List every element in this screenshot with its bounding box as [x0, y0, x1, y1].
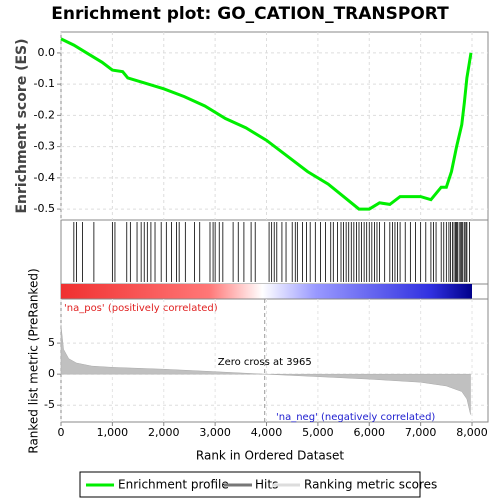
x-axis-label: Rank in Ordered Dataset — [196, 449, 344, 463]
x-tick-label: 5,000 — [302, 426, 334, 439]
x-tick-label: 2,000 — [148, 426, 180, 439]
x-tick-label: 1,000 — [97, 426, 129, 439]
x-tick-label: 7,000 — [405, 426, 437, 439]
y-tick-label: -0.4 — [34, 171, 55, 184]
y-tick-label: -0.2 — [34, 108, 55, 121]
x-tick-label: 4,000 — [251, 426, 283, 439]
y-tick-label: -5 — [44, 398, 55, 411]
color-bar — [61, 284, 472, 299]
y-tick-label: 0 — [48, 367, 55, 380]
legend-label: Hits — [255, 478, 278, 492]
y-tick-label: -0.1 — [34, 77, 55, 90]
y-tick-label: -0.3 — [34, 140, 55, 153]
y-tick-label: -0.5 — [34, 202, 55, 215]
pos-label: 'na_pos' (positively correlated) — [64, 303, 218, 314]
x-tick-label: 8,000 — [456, 426, 488, 439]
zero-cross-label: Zero cross at 3965 — [218, 357, 312, 368]
neg-label: 'na_neg' (negatively correlated) — [276, 412, 435, 423]
y-tick-label: 0.0 — [38, 46, 56, 59]
es-line — [60, 37, 473, 211]
y-tick-label: 5 — [48, 336, 55, 349]
x-tick-label: 6,000 — [354, 426, 386, 439]
metric-area — [60, 325, 471, 415]
y-axis-label: Enrichment score (ES) — [14, 38, 30, 213]
x-tick-label: 3,000 — [199, 426, 231, 439]
chart-title: Enrichment plot: GO_CATION_TRANSPORT — [51, 4, 449, 24]
legend-label: Enrichment profile — [118, 478, 229, 492]
legend-label: Ranking metric scores — [304, 478, 437, 492]
y-axis-label: Ranked list metric (PreRanked) — [27, 268, 41, 453]
legend: Enrichment profile Hits Ranking metric s… — [79, 471, 437, 498]
x-tick-label: 0 — [58, 426, 65, 439]
